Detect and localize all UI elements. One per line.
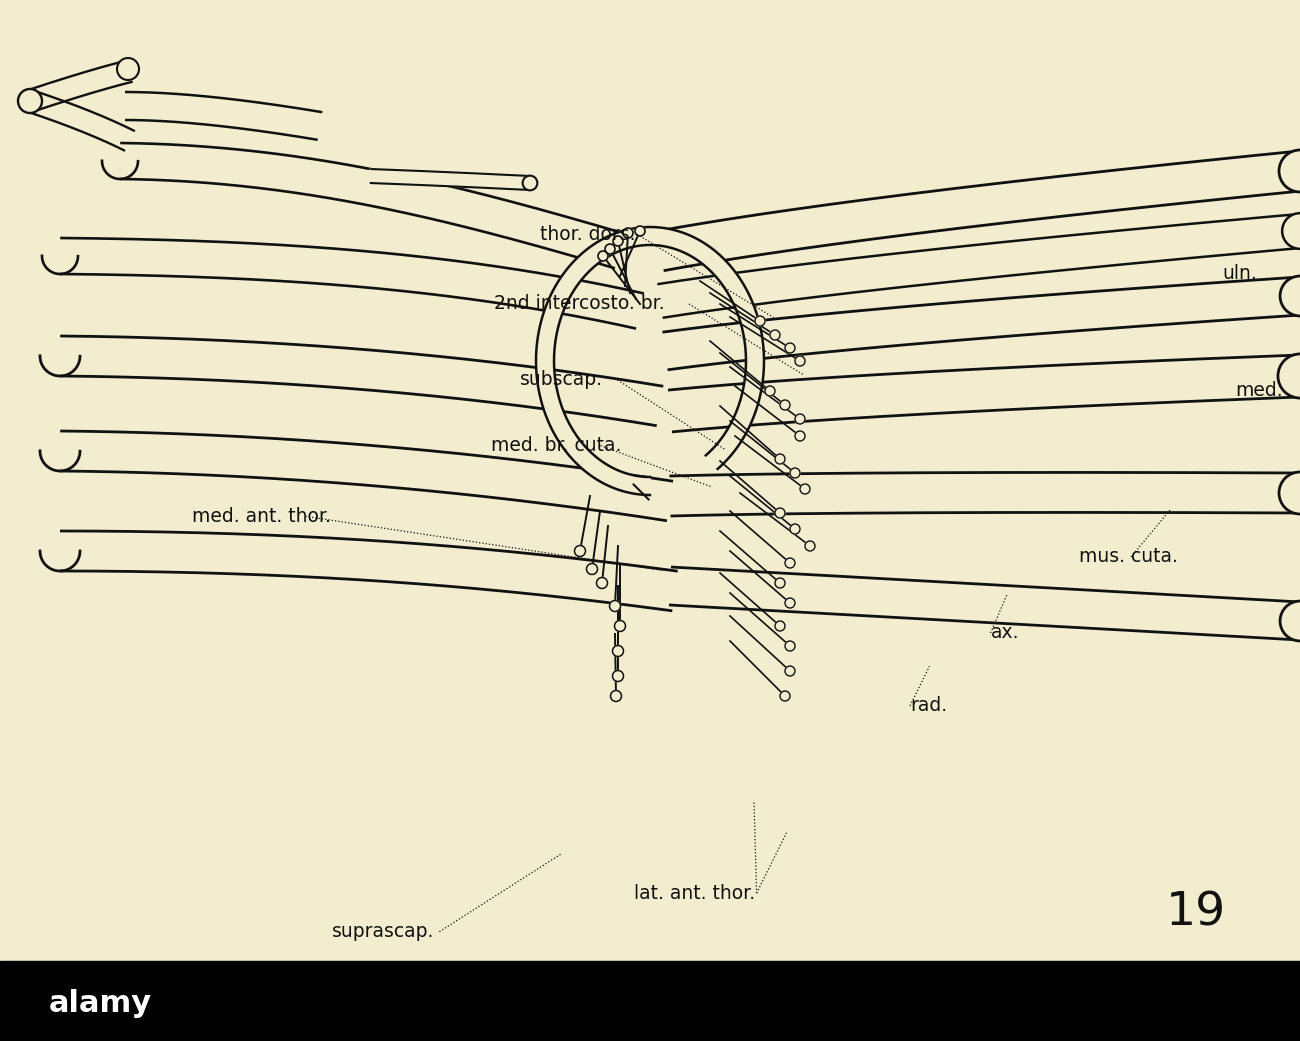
Polygon shape xyxy=(26,60,133,111)
Polygon shape xyxy=(40,356,81,376)
Circle shape xyxy=(1282,213,1300,249)
Text: uln.: uln. xyxy=(1222,264,1257,283)
Text: subscap.: subscap. xyxy=(520,371,603,389)
Polygon shape xyxy=(40,551,81,570)
Text: alamy: alamy xyxy=(48,989,152,1017)
Polygon shape xyxy=(120,143,625,269)
Polygon shape xyxy=(125,92,322,139)
Polygon shape xyxy=(60,238,644,329)
Text: suprascap.: suprascap. xyxy=(332,922,434,941)
Polygon shape xyxy=(60,431,673,520)
Polygon shape xyxy=(658,214,1300,318)
Circle shape xyxy=(796,356,805,366)
Circle shape xyxy=(785,342,796,353)
Circle shape xyxy=(117,58,139,80)
Circle shape xyxy=(764,386,775,396)
Circle shape xyxy=(523,176,537,191)
Polygon shape xyxy=(670,473,1300,516)
Text: mus. cuta.: mus. cuta. xyxy=(1079,548,1178,566)
Circle shape xyxy=(785,666,796,676)
Polygon shape xyxy=(369,169,530,191)
Circle shape xyxy=(615,620,625,632)
Polygon shape xyxy=(663,277,1300,370)
Text: 2nd intercosto. br.: 2nd intercosto. br. xyxy=(494,295,664,313)
Circle shape xyxy=(1278,354,1300,398)
Polygon shape xyxy=(26,91,135,151)
Circle shape xyxy=(755,316,764,326)
Circle shape xyxy=(597,578,607,588)
Polygon shape xyxy=(60,531,677,611)
Text: med. br. cuta.: med. br. cuta. xyxy=(491,436,621,455)
Polygon shape xyxy=(40,451,81,471)
Circle shape xyxy=(604,244,615,254)
Circle shape xyxy=(785,598,796,608)
Circle shape xyxy=(1279,150,1300,192)
Circle shape xyxy=(785,558,796,568)
Text: med. ant. thor.: med. ant. thor. xyxy=(192,507,332,526)
Circle shape xyxy=(770,330,780,340)
Text: lat. ant. thor.: lat. ant. thor. xyxy=(634,884,755,903)
Circle shape xyxy=(775,621,785,631)
Text: med.: med. xyxy=(1235,381,1283,400)
Text: thor. dors.: thor. dors. xyxy=(540,225,634,244)
Circle shape xyxy=(623,228,633,238)
Circle shape xyxy=(775,578,785,588)
Polygon shape xyxy=(101,160,138,179)
Polygon shape xyxy=(668,355,1300,432)
Circle shape xyxy=(612,670,624,682)
Text: ax.: ax. xyxy=(991,624,1019,642)
Circle shape xyxy=(805,541,815,551)
Circle shape xyxy=(790,524,800,534)
Text: 19: 19 xyxy=(1166,890,1226,936)
Circle shape xyxy=(796,431,805,441)
Polygon shape xyxy=(656,151,1300,271)
Circle shape xyxy=(634,226,645,236)
Circle shape xyxy=(780,691,790,701)
Circle shape xyxy=(775,454,785,464)
Polygon shape xyxy=(670,567,1300,640)
Circle shape xyxy=(796,414,805,424)
Circle shape xyxy=(610,601,620,611)
Circle shape xyxy=(612,645,624,657)
Circle shape xyxy=(1280,601,1300,641)
Circle shape xyxy=(800,484,810,494)
Circle shape xyxy=(575,545,585,557)
Circle shape xyxy=(614,236,623,246)
Circle shape xyxy=(790,468,800,478)
Circle shape xyxy=(586,563,598,575)
Text: rad.: rad. xyxy=(910,696,948,715)
Bar xyxy=(0,961,1300,1041)
Circle shape xyxy=(1280,276,1300,316)
Circle shape xyxy=(780,400,790,410)
Circle shape xyxy=(1279,472,1300,514)
Polygon shape xyxy=(536,227,764,496)
Circle shape xyxy=(785,641,796,651)
Circle shape xyxy=(775,508,785,518)
Polygon shape xyxy=(60,336,663,426)
Circle shape xyxy=(18,88,42,113)
Circle shape xyxy=(611,690,621,702)
Circle shape xyxy=(598,251,608,261)
Polygon shape xyxy=(42,256,78,274)
